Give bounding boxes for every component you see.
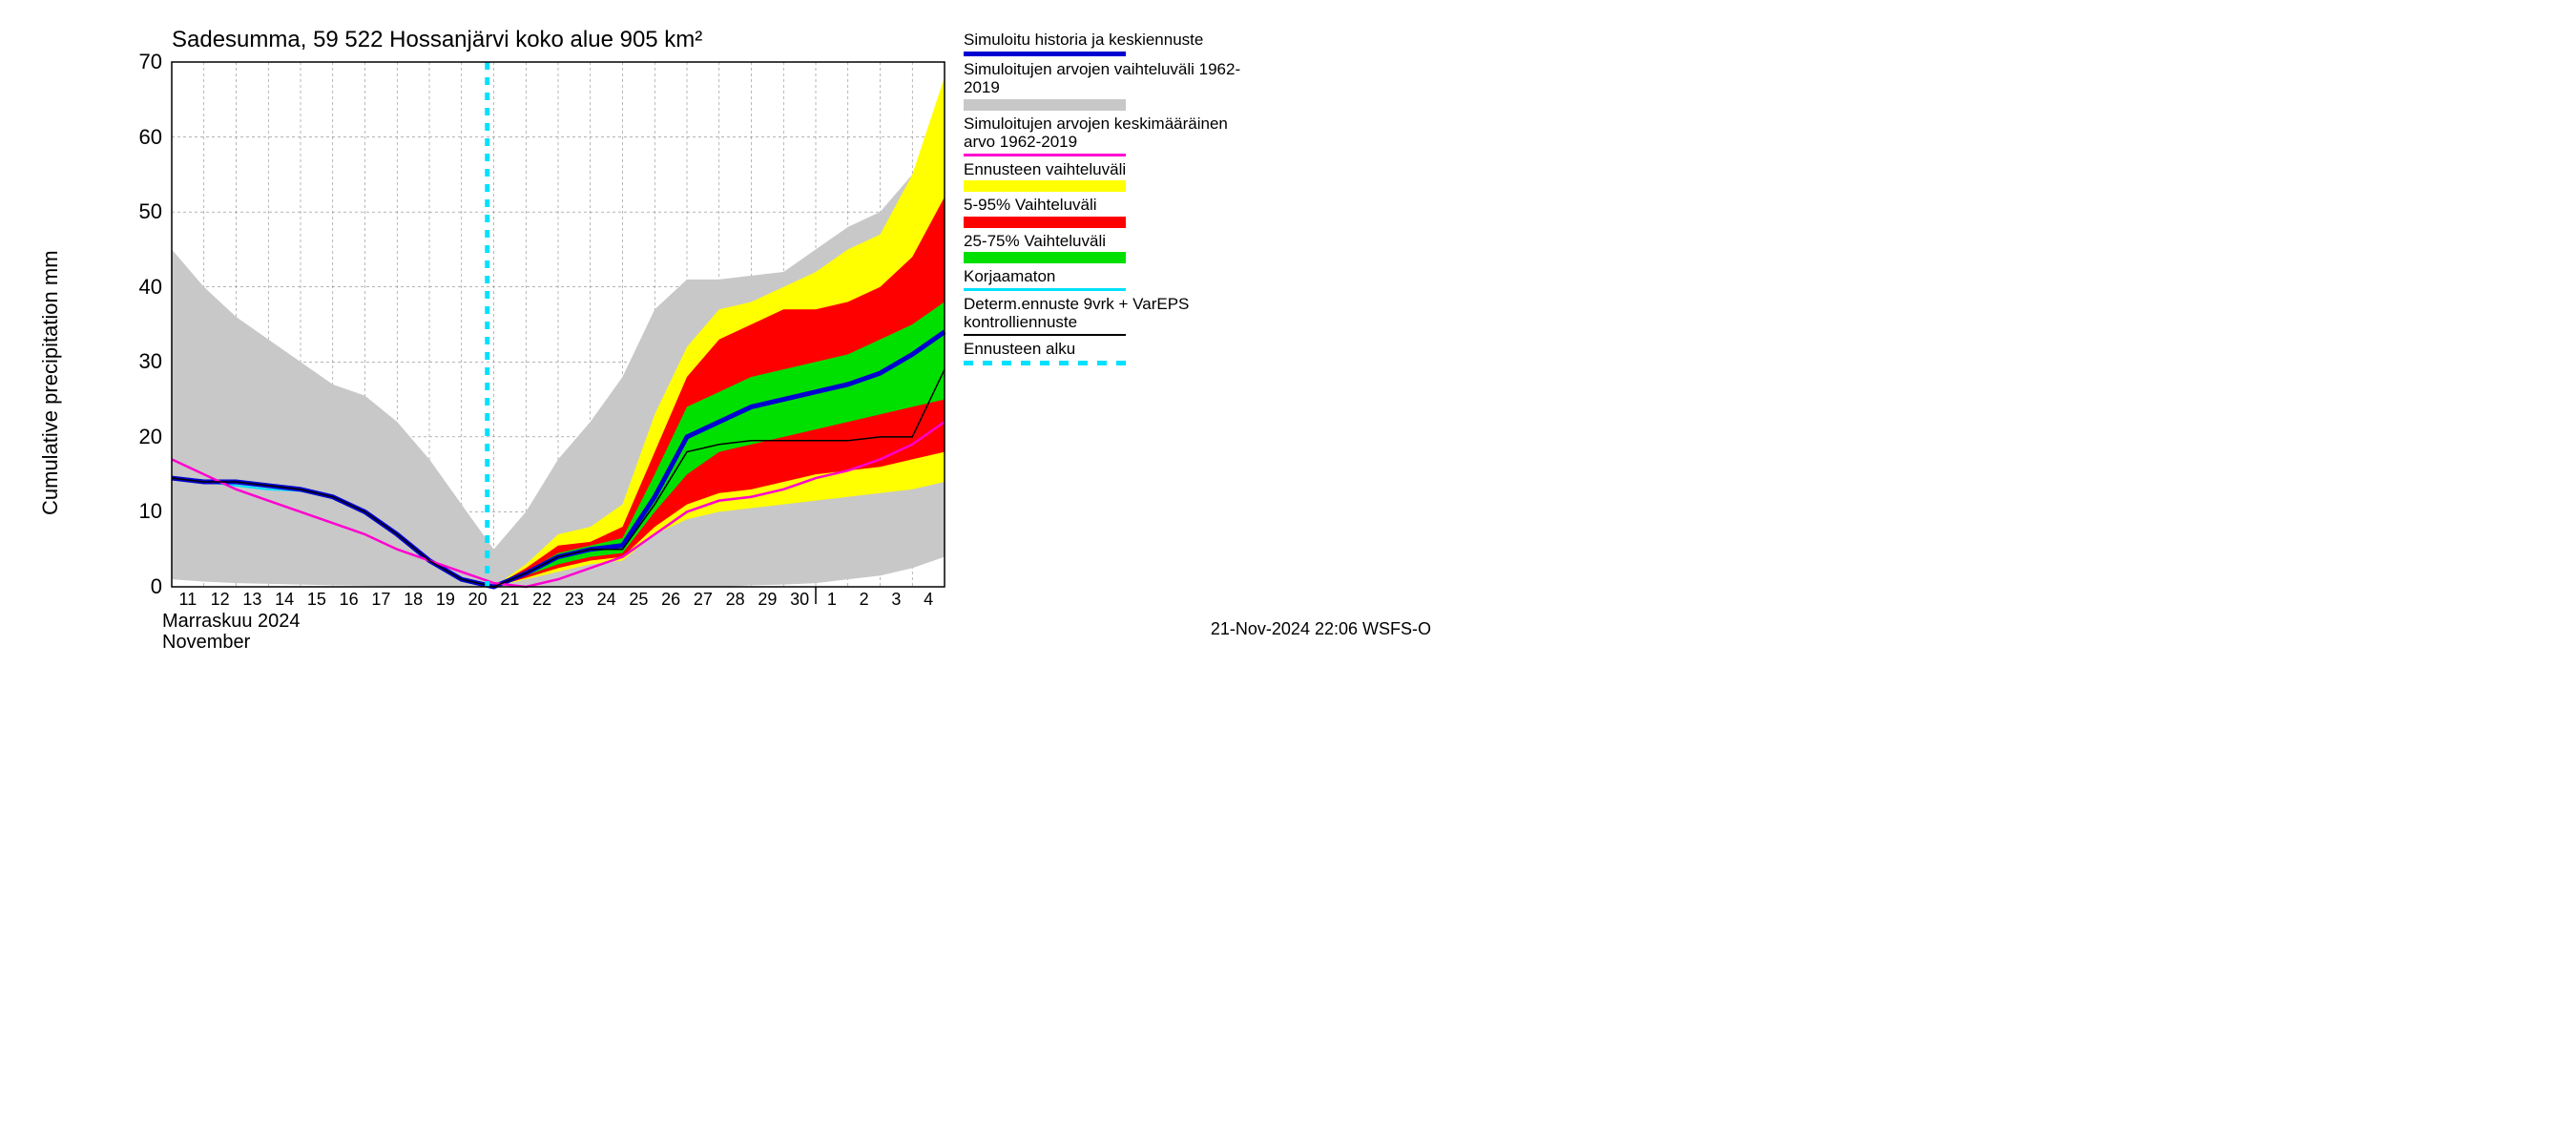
- x-tick-label: 24: [592, 590, 621, 610]
- legend-swatch: [964, 217, 1126, 228]
- legend-entry: 25-75% Vaihteluväli: [964, 232, 1250, 264]
- legend-swatch: [964, 154, 1126, 156]
- x-tick-label: 11: [174, 590, 202, 610]
- y-tick-label: 0: [114, 574, 162, 599]
- legend-swatch: [964, 334, 1126, 336]
- y-tick-label: 70: [114, 50, 162, 74]
- legend-swatch: [964, 252, 1126, 263]
- x-tick-label: 19: [431, 590, 460, 610]
- x-tick-label: 16: [335, 590, 364, 610]
- legend-label: Simuloitu historia ja keskiennuste: [964, 31, 1250, 50]
- x-tick-label: 28: [721, 590, 750, 610]
- x-tick-label: 29: [753, 590, 781, 610]
- x-tick-label: 21: [495, 590, 524, 610]
- legend-swatch: [964, 99, 1126, 111]
- x-tick-label: 26: [656, 590, 685, 610]
- legend-label: Ennusteen vaihteluväli: [964, 160, 1250, 179]
- x-tick-label: 13: [238, 590, 266, 610]
- legend-label: Simuloitujen arvojen keskimääräinen arvo…: [964, 114, 1250, 152]
- x-tick-label: 20: [464, 590, 492, 610]
- y-tick-label: 30: [114, 349, 162, 374]
- legend-swatch: [964, 361, 1126, 365]
- legend-swatch: [964, 52, 1126, 56]
- y-tick-label: 20: [114, 425, 162, 449]
- x-tick-label: 17: [366, 590, 395, 610]
- y-tick-label: 50: [114, 199, 162, 224]
- chart-legend: Simuloitu historia ja keskiennuste Simulo…: [964, 31, 1250, 369]
- x-tick-label: 2: [850, 590, 879, 610]
- legend-swatch: [964, 180, 1126, 192]
- legend-entry: Simuloitujen arvojen keskimääräinen arvo…: [964, 114, 1250, 156]
- y-tick-label: 40: [114, 275, 162, 300]
- y-tick-label: 60: [114, 125, 162, 150]
- x-tick-label: 23: [560, 590, 589, 610]
- x-tick-label: 12: [206, 590, 235, 610]
- legend-label: Ennusteen alku: [964, 340, 1250, 359]
- x-tick-label: 4: [914, 590, 943, 610]
- x-tick-label: 22: [528, 590, 556, 610]
- legend-entry: Ennusteen vaihteluväli: [964, 160, 1250, 193]
- legend-entry: Korjaamaton: [964, 267, 1250, 291]
- legend-label: Simuloitujen arvojen vaihteluväli 1962-2…: [964, 60, 1250, 97]
- x-tick-label: 18: [399, 590, 427, 610]
- legend-label: 5-95% Vaihteluväli: [964, 196, 1250, 215]
- x-tick-label: 25: [624, 590, 653, 610]
- x-tick-label: 3: [882, 590, 910, 610]
- legend-label: 25-75% Vaihteluväli: [964, 232, 1250, 251]
- legend-entry: Simuloitujen arvojen vaihteluväli 1962-2…: [964, 60, 1250, 111]
- legend-label: Determ.ennuste 9vrk + VarEPS kontrollien…: [964, 295, 1250, 332]
- legend-label: Korjaamaton: [964, 267, 1250, 286]
- legend-entry: Simuloitu historia ja keskiennuste: [964, 31, 1250, 56]
- legend-entry: Determ.ennuste 9vrk + VarEPS kontrollien…: [964, 295, 1250, 336]
- y-tick-label: 10: [114, 499, 162, 524]
- x-tick-label: 27: [689, 590, 717, 610]
- legend-swatch: [964, 288, 1126, 291]
- x-tick-label: 14: [270, 590, 299, 610]
- x-tick-label: 30: [785, 590, 814, 610]
- legend-entry: 5-95% Vaihteluväli: [964, 196, 1250, 228]
- x-tick-label: 1: [818, 590, 846, 610]
- legend-entry: Ennusteen alku: [964, 340, 1250, 365]
- x-tick-label: 15: [302, 590, 331, 610]
